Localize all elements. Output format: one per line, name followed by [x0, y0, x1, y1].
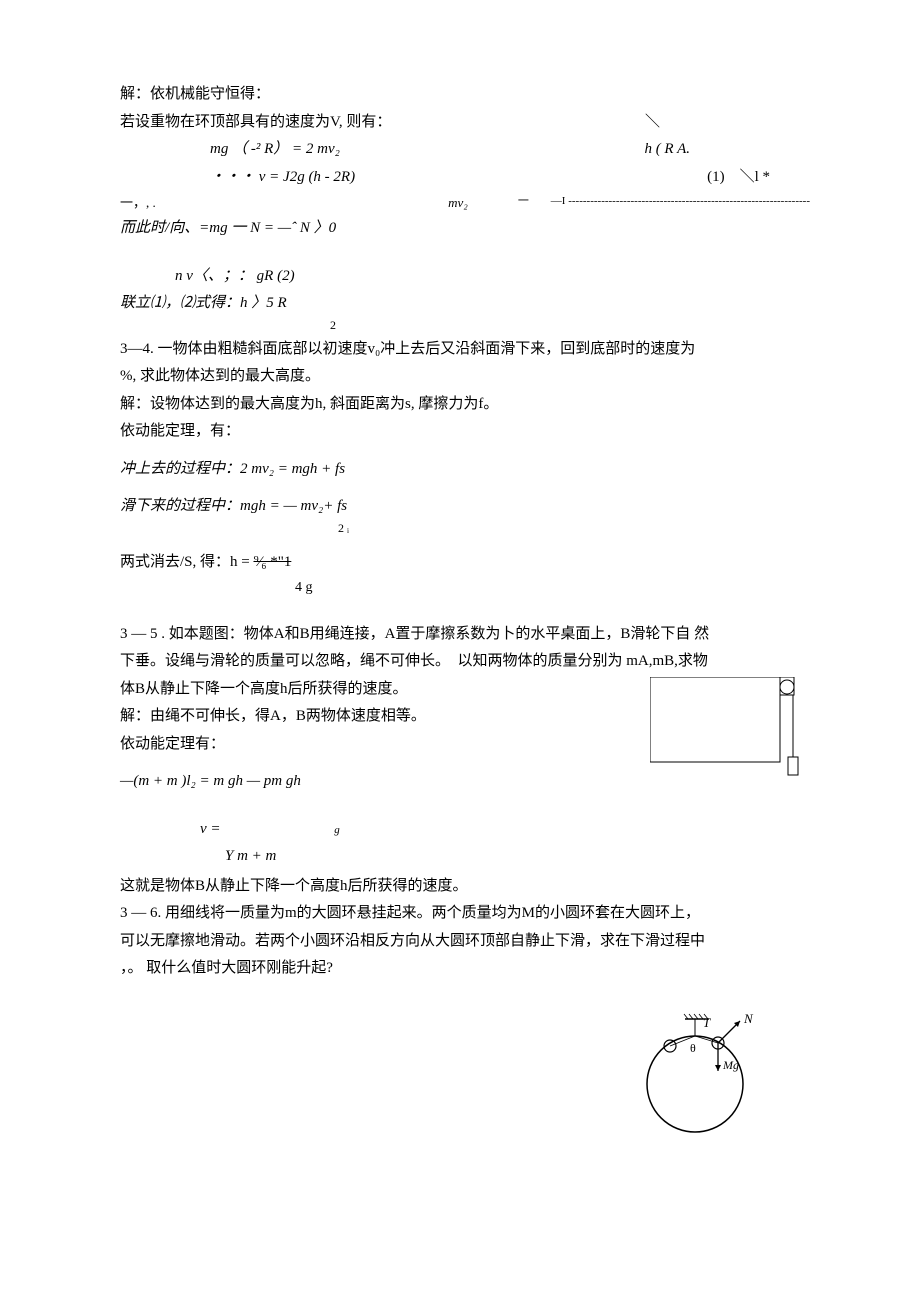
eq3-tl: 一，, . [120, 192, 388, 214]
eq2-left: ・・・ v = J2g (h - 2R) [210, 165, 707, 191]
eq2: ・・・ v = J2g (h - 2R) (1) ＼l * [120, 165, 810, 191]
q34g-pre: 两式消去/S, 得：h = [120, 554, 253, 570]
q34b: %, 求此物体达到的最大高度。 [120, 364, 810, 390]
svg-text:N: N [743, 1011, 754, 1026]
eq1-right: h ( R A. [644, 137, 810, 163]
eq3-tm: mv₂ [388, 192, 468, 214]
svg-text:T: T [703, 1015, 711, 1030]
svg-text:θ: θ [690, 1041, 696, 1055]
q34g-num: ⁹⁄₆ *"1 [253, 554, 291, 570]
q34a: 3—4. 一物体由粗糙斜面底部以初速度v₀冲上去后又沿斜面滑下来，回到底部时的速… [120, 337, 810, 363]
eq3-top: 一，, . mv₂ 一 —I -------------------------… [120, 192, 810, 214]
q35i: 这就是物体B从静止下降一个高度h后所获得的速度。 [120, 874, 810, 900]
pulley-diagram [650, 677, 810, 792]
eq4: n v〈、；： gR (2) [120, 264, 810, 290]
q35g-left: v = [200, 821, 221, 837]
q36c: ，。 取什么值时大圆环刚能升起? [120, 956, 810, 982]
q34f: 滑下来的过程中：mgh = — mv₂+ fs [120, 494, 810, 520]
q34g: 两式消去/S, 得：h = ⁹⁄₆ *"1 [120, 550, 810, 576]
p3-sub: 2 [120, 315, 810, 335]
p3-text: 联立⑴，⑵式得：h 〉5 R [120, 295, 287, 311]
q34f-sub: 2 ᵢ [120, 518, 810, 538]
q34e: 冲上去的过程中：2 mv₂ = mgh + fs [120, 457, 810, 483]
p2-left: 若设重物在环顶部具有的速度为V, 则有： [120, 110, 645, 136]
svg-text:Mg: Mg [722, 1058, 739, 1072]
q35h: Y m + m [120, 844, 810, 870]
eq1: mg （ -² R） = 2 mv₂ h ( R A. [120, 137, 810, 163]
row-p2: 若设重物在环顶部具有的速度为V, 则有： ＼ [120, 110, 810, 136]
q34d: 依动能定理，有： [120, 419, 810, 445]
q34g-den: 4 g [120, 576, 810, 600]
q36b: 可以无摩擦地滑动。若两个小圆环沿相反方向从大圆环顶部自静止下滑，求在下滑过程中 [120, 929, 810, 955]
eq3b: 而此时/向、=mg 一 N = —ˆ N 〉0 [120, 216, 810, 242]
q35a: 3 — 5 . 如本题图：物体A和B用绳连接，A置于摩擦系数为卜的水平桌面上，B… [120, 622, 810, 648]
ring-diagram: T N Mg θ [630, 994, 770, 1144]
q35g: v = g [120, 817, 810, 843]
q34c: 解：设物体达到的最大高度为h, 斜面距离为s, 摩擦力为f。 [120, 392, 810, 418]
p3: 联立⑴，⑵式得：h 〉5 R [120, 291, 810, 317]
q35b: 下垂。设绳与滑轮的质量可以忽略，绳不可伸长。 以知两物体的质量分别为 mA,mB… [120, 649, 810, 675]
q35g-right: g [224, 824, 340, 836]
solution-intro: 解：依机械能守恒得： [120, 82, 810, 108]
eq2-right: (1) ＼l * [707, 165, 810, 191]
eq3-tr: 一 —I -----------------------------------… [468, 192, 810, 214]
p2-right: ＼ [645, 110, 810, 136]
eq1-left: mg （ -² R） = 2 mv₂ [210, 137, 644, 163]
q36a: 3 — 6. 用细线将一质量为m的大圆环悬挂起来。两个质量均为M的小圆环套在大圆… [120, 901, 810, 927]
